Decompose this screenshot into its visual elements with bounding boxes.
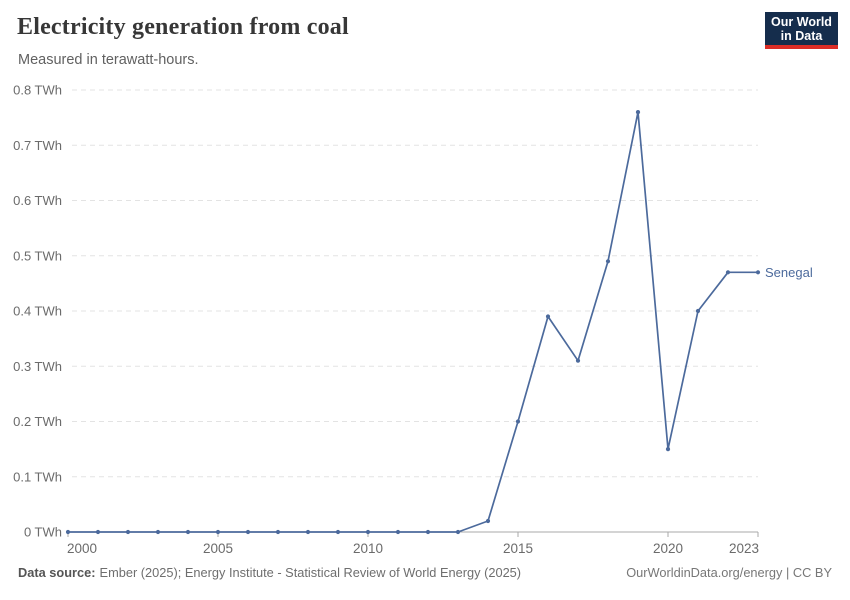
x-axis-label: 2015 xyxy=(503,541,533,556)
data-point[interactable] xyxy=(335,529,341,535)
data-point[interactable] xyxy=(635,110,641,115)
data-source-label: Data source: xyxy=(18,565,96,580)
owid-logo-line2: in Data xyxy=(780,28,823,43)
entity-label-senegal[interactable]: Senegal xyxy=(765,265,813,280)
data-point[interactable] xyxy=(725,270,731,275)
data-point[interactable] xyxy=(665,447,671,452)
y-axis-label: 0.1 TWh xyxy=(13,469,62,484)
data-point[interactable] xyxy=(545,314,551,319)
data-point[interactable] xyxy=(425,529,431,535)
y-axis-label: 0.6 TWh xyxy=(13,193,62,208)
x-axis-label: 2023 xyxy=(729,541,759,556)
y-axis-label: 0 TWh xyxy=(24,525,62,540)
chart-footer: Data source: Ember (2025); Energy Institu… xyxy=(0,565,850,580)
x-axis-label: 2000 xyxy=(67,541,97,556)
data-point[interactable] xyxy=(485,518,491,524)
owid-logo-line1: Our World xyxy=(771,14,832,29)
x-axis-label: 2010 xyxy=(353,541,383,556)
y-axis-label: 0.3 TWh xyxy=(13,359,62,374)
data-point[interactable] xyxy=(755,270,761,275)
data-point[interactable] xyxy=(245,529,251,535)
data-point[interactable] xyxy=(575,358,581,363)
credit-line[interactable]: OurWorldinData.org/energy | CC BY xyxy=(626,565,832,580)
data-source: Data source: Ember (2025); Energy Institu… xyxy=(18,565,521,580)
data-point[interactable] xyxy=(275,529,281,535)
series-line-senegal[interactable] xyxy=(67,111,759,533)
x-axis-label: 2020 xyxy=(653,541,683,556)
page-title: Electricity generation from coal xyxy=(17,14,349,40)
y-axis-label: 0.8 TWh xyxy=(13,83,62,98)
data-point[interactable] xyxy=(65,529,71,535)
x-axis-label: 2005 xyxy=(203,541,233,556)
data-point[interactable] xyxy=(455,529,461,535)
y-axis-label: 0.5 TWh xyxy=(13,248,62,263)
data-point[interactable] xyxy=(215,529,221,535)
data-point[interactable] xyxy=(605,259,611,264)
data-point[interactable] xyxy=(155,529,161,535)
data-point[interactable] xyxy=(515,419,521,424)
y-axis-label: 0.4 TWh xyxy=(13,304,62,319)
y-axis-label: 0.2 TWh xyxy=(13,414,62,429)
y-axis-label: 0.7 TWh xyxy=(13,138,62,153)
data-point[interactable] xyxy=(365,529,371,535)
chart-subtitle: Measured in terawatt-hours. xyxy=(18,52,199,68)
owid-logo[interactable]: Our World in Data xyxy=(765,12,838,49)
data-point[interactable] xyxy=(95,529,101,535)
data-point[interactable] xyxy=(395,529,401,535)
data-point[interactable] xyxy=(695,308,701,314)
data-point[interactable] xyxy=(185,529,191,535)
data-source-text: Ember (2025); Energy Institute - Statist… xyxy=(99,565,522,580)
data-point[interactable] xyxy=(125,529,131,535)
data-point[interactable] xyxy=(305,529,311,535)
chart-canvas: 0 TWh 0.1 TWh 0.2 TWh 0.3 TWh 0.4 TWh 0.5 TWh… xyxy=(13,83,813,557)
